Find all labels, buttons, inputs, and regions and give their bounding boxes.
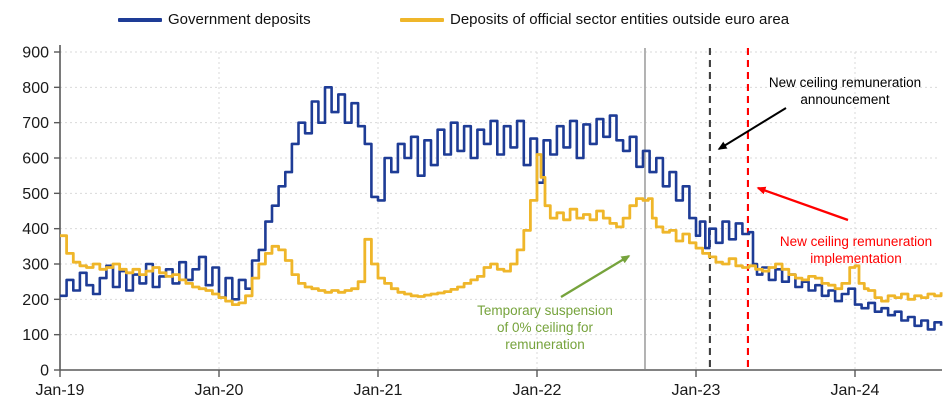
y-tick-label-100: 100 <box>22 327 49 344</box>
annotation-suspension-line-2: of 0% ceiling for <box>497 320 594 335</box>
series-line-government-deposits <box>60 86 943 331</box>
legend-label-government-deposits: Government deposits <box>168 11 311 28</box>
chart-legend: Government deposits Deposits of official… <box>0 0 945 34</box>
annotation-implementation-line-2: implementation <box>810 251 902 266</box>
x-tick-label-Jan-21: Jan-21 <box>354 382 403 399</box>
legend-swatch-government-deposits <box>118 17 162 22</box>
annotation-suspension-line-1: Temporary suspension <box>477 303 613 318</box>
y-tick-label-600: 600 <box>22 151 49 168</box>
annotation-announcement-line-1: New ceiling remuneration <box>769 75 921 90</box>
legend-label-official-sector-deposits: Deposits of official sector entities out… <box>450 11 790 28</box>
legend-swatch-official-sector-deposits <box>400 17 444 22</box>
x-tick-label-Jan-20: Jan-20 <box>195 382 244 399</box>
y-tick-label-800: 800 <box>22 80 49 97</box>
y-tick-label-300: 300 <box>22 257 49 274</box>
y-tick-label-500: 500 <box>22 186 49 203</box>
annotation-announcement-line-2: announcement <box>800 92 890 107</box>
x-tick-label-Jan-23: Jan-23 <box>672 382 721 399</box>
x-tick-label-Jan-19: Jan-19 <box>36 382 85 399</box>
annotation-suspension-arrow <box>560 255 631 298</box>
y-tick-label-700: 700 <box>22 115 49 132</box>
series-line-official-sector-deposits <box>60 153 943 306</box>
y-tick-label-900: 900 <box>22 45 49 62</box>
x-tick-label-Jan-22: Jan-22 <box>513 382 562 399</box>
legend-item-official-sector-deposits: Deposits of official sector entities out… <box>400 11 789 28</box>
annotation-announcement-arrow <box>717 107 787 150</box>
annotation-implementation-line-1: New ceiling remuneration <box>780 234 932 249</box>
y-tick-label-400: 400 <box>22 221 49 238</box>
legend-item-government-deposits: Government deposits <box>118 11 311 28</box>
y-tick-label-200: 200 <box>22 292 49 309</box>
annotation-implementation-arrow <box>756 186 849 222</box>
y-tick-label-0: 0 <box>40 363 49 380</box>
x-tick-label-Jan-24: Jan-24 <box>831 382 880 399</box>
annotation-suspension-line-3: remuneration <box>505 337 585 352</box>
